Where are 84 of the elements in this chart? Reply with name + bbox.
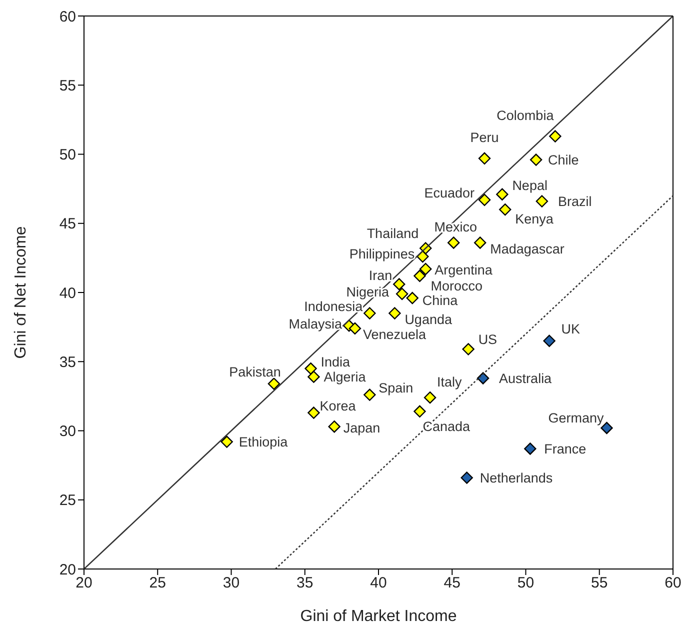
point	[396, 288, 408, 300]
annotation: Argentina	[434, 262, 493, 278]
y-tick-label: 50	[59, 146, 76, 164]
point	[220, 436, 233, 448]
point	[268, 378, 280, 390]
annotation: Venezuela	[362, 327, 426, 342]
point	[543, 334, 556, 347]
point	[460, 472, 473, 484]
y-tick-label: 20	[59, 561, 76, 578]
point	[414, 405, 426, 418]
x-tick-label: 50	[517, 574, 534, 592]
x-tick-label: 30	[222, 574, 240, 592]
annotation: Brazil	[558, 194, 592, 209]
y-tick-label: 40	[59, 284, 76, 302]
annotation: US	[478, 332, 498, 347]
annotation: Korea	[320, 398, 356, 414]
annotation: Thailand	[366, 226, 419, 241]
point	[496, 188, 508, 200]
annotation: Netherlands	[480, 470, 553, 486]
annotation: Australia	[499, 370, 552, 386]
x-tick-label: 45	[444, 574, 460, 592]
annotation: France	[544, 441, 586, 456]
y-tick-label: 60	[59, 8, 76, 26]
point	[414, 270, 426, 282]
y-tick-label: 45	[59, 216, 76, 233]
y-tick-label: 35	[59, 354, 76, 371]
point	[476, 372, 490, 384]
annotation: Japan	[343, 420, 380, 436]
x-tick-label: 25	[149, 574, 166, 592]
y-tick-label: 55	[59, 77, 76, 94]
annotation: Ecuador	[424, 186, 476, 201]
x-tick-label: 40	[370, 574, 387, 592]
point	[524, 442, 536, 455]
point	[348, 322, 362, 335]
point	[364, 307, 376, 320]
point	[393, 278, 406, 290]
point	[364, 388, 376, 401]
point	[478, 152, 491, 164]
x-axis-title: Gini of Market Income	[300, 608, 457, 625]
point	[304, 362, 317, 375]
x-tick-label: 35	[296, 574, 314, 592]
annotation: Algeria	[324, 370, 366, 385]
annotation: Ethiopia	[238, 434, 288, 450]
annotation: Colombia	[496, 108, 554, 123]
point	[388, 307, 401, 320]
annotation: Peru	[470, 130, 499, 146]
annotation: Germany	[548, 410, 604, 426]
annotation: Morocco	[430, 278, 482, 294]
y-tick-label: 30	[59, 423, 76, 440]
point	[478, 194, 491, 206]
point	[424, 391, 436, 404]
annotation: Madagascar	[490, 241, 565, 256]
annotation: Nepal	[512, 178, 548, 194]
point	[328, 420, 340, 433]
annotation: Canada	[422, 419, 471, 434]
point	[308, 370, 320, 383]
point	[536, 195, 548, 208]
annotation: Indonesia	[304, 298, 364, 314]
point	[308, 406, 320, 419]
annotation: Malaysia	[288, 316, 343, 332]
point	[549, 130, 562, 142]
annotation: India	[320, 354, 351, 370]
point	[420, 262, 432, 276]
annotation: China	[422, 292, 458, 308]
annotation: Kenya	[515, 211, 554, 226]
point	[499, 203, 512, 216]
annotation: Philippines	[349, 246, 415, 262]
x-tick-label: 60	[664, 574, 682, 592]
x-tick-label: 20	[76, 574, 92, 592]
annotation: Spain	[378, 380, 414, 396]
point	[474, 236, 486, 249]
x-tick-label: 55	[591, 574, 608, 592]
point	[448, 236, 460, 249]
annotation: Iran	[368, 268, 392, 283]
annotation: Uganda	[404, 312, 452, 327]
y-axis-title: Gini of Net Income	[12, 226, 30, 359]
point	[406, 292, 418, 304]
annotation: Pakistan	[229, 364, 281, 380]
point	[530, 154, 542, 166]
annotation: Italy	[437, 374, 462, 390]
y-tick-label: 25	[59, 492, 76, 510]
point	[462, 343, 474, 356]
annotation: UK	[561, 322, 580, 337]
annotation: Chile	[548, 152, 579, 168]
